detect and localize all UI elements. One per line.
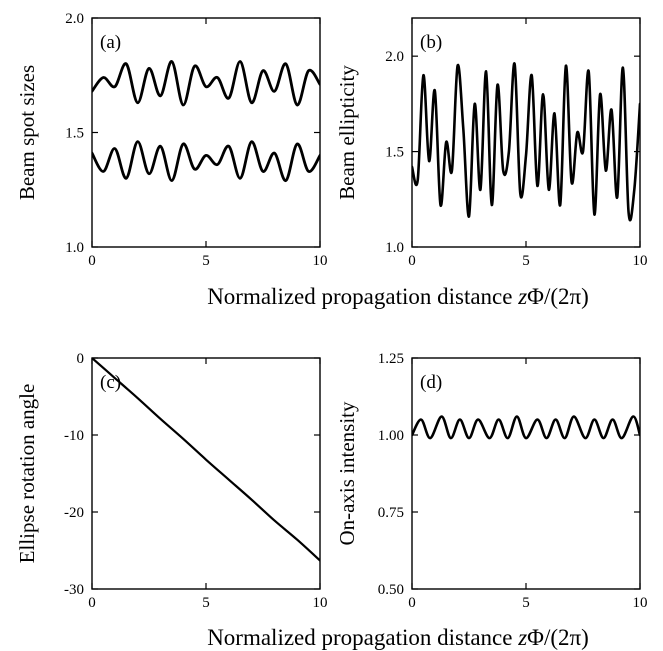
svg-text:Normalized propagation distanc: Normalized propagation distance zΦ/(2π): [207, 284, 589, 309]
x-tick-label: 10: [633, 595, 648, 611]
series-line-1: [92, 140, 320, 182]
x-tick-label: 0: [408, 253, 416, 269]
x-tick-label: 10: [633, 253, 648, 269]
plot-frame: [91, 357, 321, 590]
plot-frame: [91, 17, 321, 248]
panel-label: (a): [100, 32, 121, 53]
chart-panel-3: 0 5 10 0.50 0.75 1.00 1.25 On-axis intensity (d): [335, 351, 648, 611]
chart-panel-2: 0 5 10 0 -10 -20 -30 Ellipse rotation angle (c): [15, 351, 328, 611]
y-tick-label: 1.5: [385, 145, 404, 161]
series-line-0: [92, 60, 320, 107]
y-tick-label: 0.50: [378, 582, 404, 598]
y-tick-label: -30: [64, 582, 84, 598]
y-tick-label: -20: [64, 505, 84, 521]
plot-frame: [411, 357, 641, 590]
y-axis-title: Ellipse rotation angle: [15, 384, 39, 564]
y-tick-label: 0: [77, 351, 85, 367]
xlabel-top-pre: Normalized propagation distance: [207, 284, 518, 309]
chart-panel-0: 0 5 10 1.0 1.5 2.0 Beam spot sizes (a): [15, 11, 328, 269]
y-tick-label: 1.0: [65, 240, 84, 256]
x-tick-label: 5: [522, 595, 530, 611]
chart-panel-1: 0 5 10 1.0 1.5 2.0 Beam ellipticity (b): [335, 17, 648, 269]
x-tick-label: 5: [202, 253, 210, 269]
shared-xlabel-bottom: Normalized propagation distance zΦ/(2π): [207, 625, 589, 650]
y-tick-label: 0.75: [378, 505, 404, 521]
y-axis-title: Beam ellipticity: [335, 65, 359, 200]
x-tick-label: 10: [313, 595, 328, 611]
y-tick-label: 2.0: [385, 49, 404, 65]
y-tick-label: -10: [64, 428, 84, 444]
x-tick-label: 5: [522, 253, 530, 269]
y-tick-label: 1.5: [65, 126, 84, 142]
plot-frame: [411, 17, 641, 248]
svg-text:Normalized propagation distanc: Normalized propagation distance zΦ/(2π): [207, 625, 589, 650]
series-line-0: [412, 415, 640, 440]
y-axis-title: Beam spot sizes: [15, 65, 39, 200]
x-tick-label: 0: [88, 253, 96, 269]
panel-label: (b): [420, 32, 442, 53]
xlabel-bottom-post: Φ/(2π): [527, 625, 589, 650]
series-line-0: [412, 62, 640, 222]
y-tick-label: 2.0: [65, 11, 84, 27]
y-axis-title: On-axis intensity: [335, 401, 359, 546]
x-tick-label: 5: [202, 595, 210, 611]
xlabel-top-italic: z: [517, 284, 527, 309]
x-tick-label: 0: [408, 595, 416, 611]
series-line-0: [92, 358, 320, 562]
xlabel-bottom-italic: z: [517, 625, 527, 650]
panel-label: (d): [420, 372, 442, 393]
panel-label: (c): [100, 372, 121, 393]
y-tick-label: 1.0: [385, 240, 404, 256]
x-tick-label: 10: [313, 253, 328, 269]
xlabel-top-post: Φ/(2π): [527, 284, 589, 309]
y-tick-label: 1.00: [378, 428, 404, 444]
x-tick-label: 0: [88, 595, 96, 611]
y-tick-label: 1.25: [378, 351, 404, 367]
xlabel-bottom-pre: Normalized propagation distance: [207, 625, 518, 650]
shared-xlabel-top: Normalized propagation distance zΦ/(2π): [207, 284, 589, 309]
